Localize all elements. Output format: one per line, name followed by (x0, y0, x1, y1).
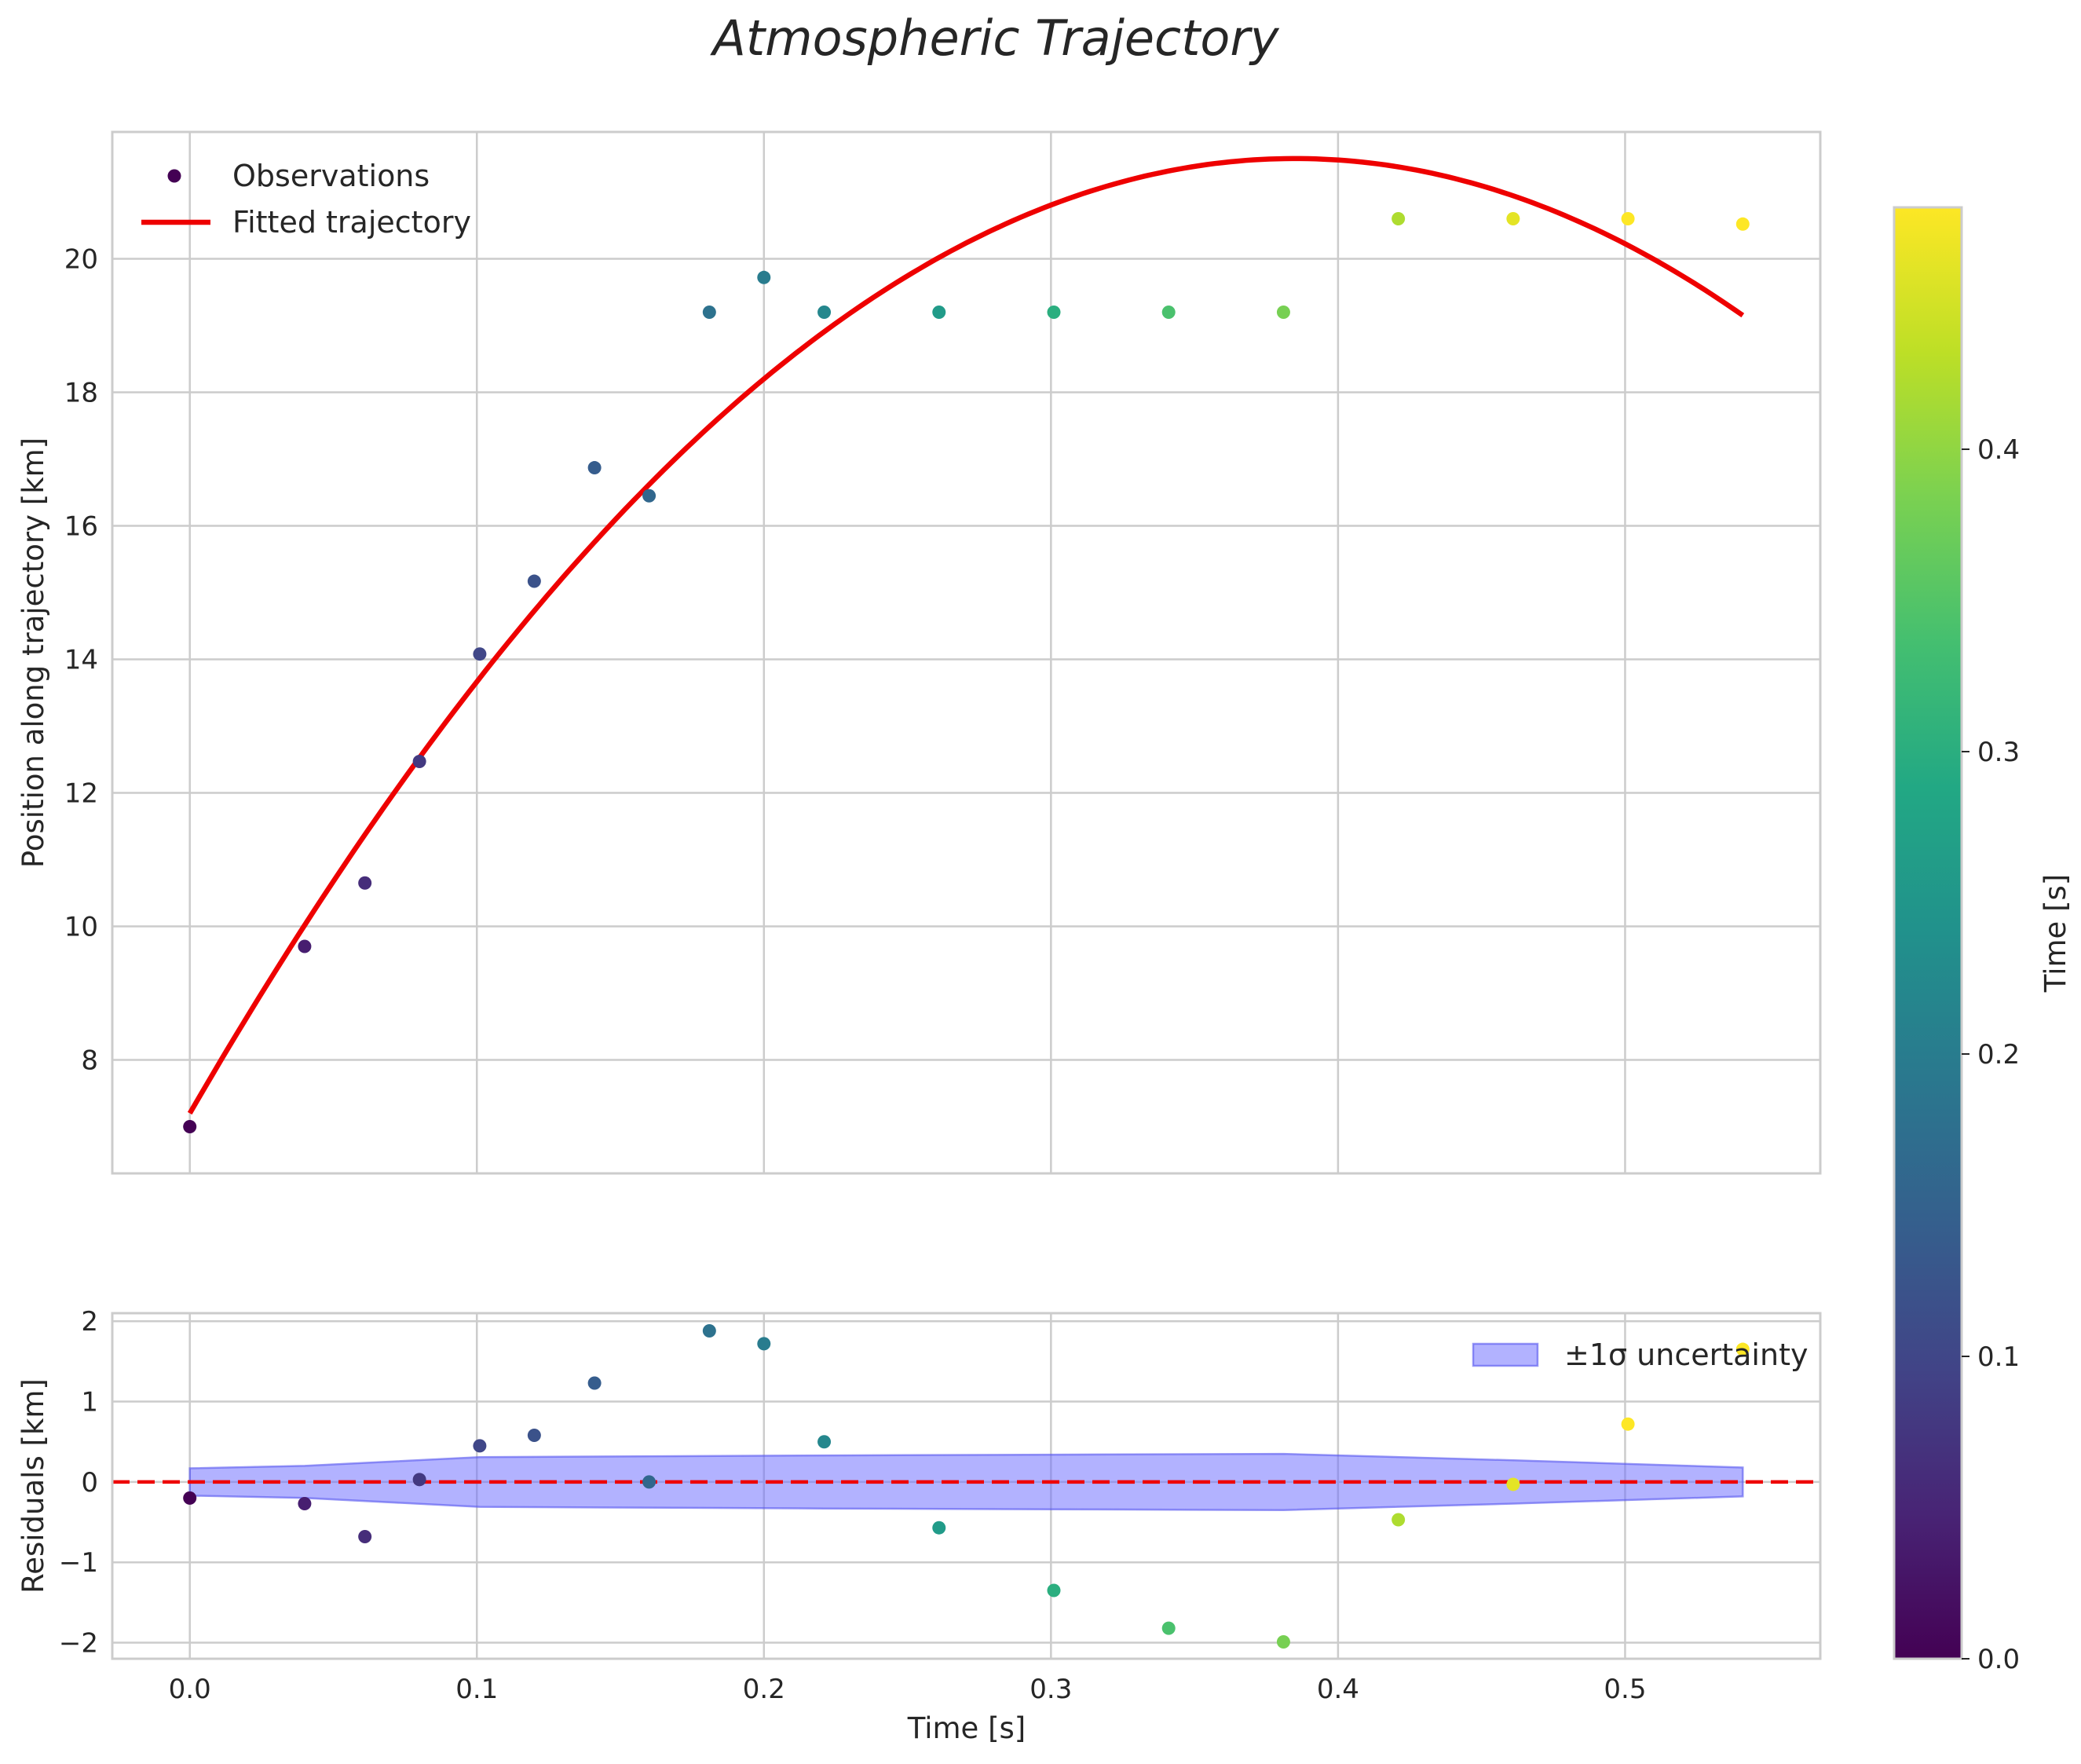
residual-point (473, 1439, 487, 1453)
residual-points (183, 1324, 1750, 1649)
bottom-x-ticks: 0.0 0.1 0.2 0.3 0.4 0.5 (169, 1674, 1647, 1705)
residual-point (757, 1337, 771, 1351)
chart-title: Atmospheric Trajectory (709, 9, 1279, 67)
top-y-tick-label: 18 (64, 378, 98, 409)
observation-point (183, 1120, 197, 1133)
residual-point (412, 1473, 426, 1487)
residual-point (1276, 1635, 1290, 1649)
bottom-y-tick-label: −1 (59, 1547, 98, 1579)
residual-point (358, 1529, 372, 1543)
bottom-y-axis-label: Residuals [km] (16, 1378, 50, 1594)
observation-point (757, 270, 771, 284)
observation-point (298, 939, 312, 953)
residual-point (1047, 1583, 1061, 1597)
top-grid (112, 132, 1820, 1173)
colorbar: 0.0 0.1 0.2 0.3 0.4 Time [s] (1893, 206, 2072, 1675)
x-tick-label: 0.1 (455, 1674, 498, 1705)
residual-point (527, 1429, 541, 1443)
observation-point (702, 306, 716, 319)
colorbar-tick-label: 0.3 (1977, 737, 2020, 768)
legend-uncertainty-swatch (1472, 1342, 1539, 1367)
residual-point (642, 1475, 656, 1489)
residual-point (1161, 1621, 1176, 1635)
top-y-tick-label: 14 (64, 645, 98, 676)
colorbar-tick-label: 0.1 (1977, 1341, 2020, 1373)
top-plot-frame (111, 130, 1822, 1175)
residual-point (1506, 1477, 1520, 1491)
legend-fit-label: Fitted trajectory (232, 205, 471, 240)
residual-point (817, 1435, 832, 1449)
colorbar-label: Time [s] (2039, 874, 2072, 993)
bottom-plot-frame (111, 1312, 1822, 1660)
residual-point (1735, 1342, 1750, 1356)
bottom-y-tick-label: 0 (81, 1467, 98, 1499)
x-tick-label: 0.3 (1030, 1674, 1072, 1705)
x-tick-label: 0.4 (1317, 1674, 1359, 1705)
top-y-tick-label: 10 (64, 912, 98, 943)
residual-point (702, 1324, 716, 1338)
top-panel: 8 10 12 14 16 18 20 Position along trajectory … (16, 130, 1822, 1175)
residual-point (1392, 1513, 1406, 1527)
bottom-y-tick-label: 1 (81, 1387, 98, 1418)
top-legend: Observations Fitted trajectory (141, 159, 471, 240)
top-y-tick-label: 12 (64, 778, 98, 810)
observation-point (527, 574, 541, 588)
bottom-panel: −2 −1 0 1 2 0.0 0.1 0.2 0.3 0.4 0.5 Residuals [km… (16, 1306, 1822, 1745)
legend-observations-label: Observations (232, 159, 430, 193)
colorbar-gradient (1893, 206, 1963, 1660)
legend-uncertainty-label: ±1σ uncertainty (1564, 1338, 1808, 1372)
observation-point (358, 876, 372, 890)
bottom-y-tick-label: 2 (81, 1306, 98, 1338)
top-y-tick-label: 20 (64, 244, 98, 276)
observation-points (183, 212, 1750, 1133)
colorbar-tick-label: 0.4 (1977, 434, 2020, 466)
legend-observations-marker (167, 169, 181, 183)
colorbar-ticks: 0.0 0.1 0.2 0.3 0.4 (1962, 434, 2020, 1675)
colorbar-tick-label: 0.2 (1977, 1039, 2020, 1070)
observation-point (587, 461, 602, 475)
top-y-tick-label: 16 (64, 511, 98, 543)
observation-point (412, 755, 426, 769)
residual-point (932, 1521, 946, 1535)
x-tick-label: 0.2 (743, 1674, 785, 1705)
bottom-legend: ±1σ uncertainty (1472, 1338, 1808, 1372)
residual-point (1621, 1417, 1635, 1431)
observation-point (932, 306, 946, 319)
observation-point (1276, 306, 1290, 319)
top-y-axis-label: Position along trajectory [km] (16, 437, 50, 868)
fitted-trajectory-line (187, 156, 1745, 1115)
x-tick-label: 0.5 (1604, 1674, 1646, 1705)
observation-point (1392, 212, 1406, 225)
observation-point (642, 489, 656, 503)
residual-point (587, 1376, 602, 1390)
observation-point (1161, 306, 1176, 319)
observation-point (1735, 217, 1750, 231)
x-tick-label: 0.0 (169, 1674, 211, 1705)
observation-point (817, 306, 832, 319)
top-y-ticks: 8 10 12 14 16 18 20 (64, 244, 98, 1077)
top-y-tick-label: 8 (81, 1045, 98, 1077)
bottom-y-tick-label: −2 (59, 1628, 98, 1660)
uncertainty-band (188, 1452, 1744, 1511)
bottom-y-ticks: −2 −1 0 1 2 (59, 1306, 98, 1659)
residual-point (183, 1491, 197, 1505)
observation-point (473, 647, 487, 661)
observation-point (1506, 212, 1520, 225)
x-axis-label: Time [s] (907, 1711, 1026, 1745)
colorbar-tick-label: 0.0 (1977, 1644, 2020, 1675)
observation-point (1047, 306, 1061, 319)
residual-point (298, 1497, 312, 1511)
observation-point (1621, 212, 1635, 225)
